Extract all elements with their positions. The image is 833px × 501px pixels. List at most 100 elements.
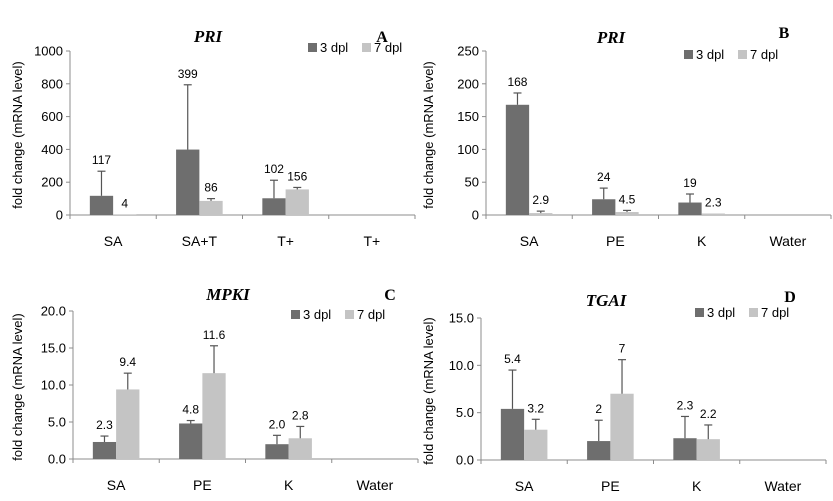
legend-label: 3 dpl <box>707 305 735 320</box>
data-label: 2 <box>595 402 602 416</box>
panel-letter: D <box>784 289 796 306</box>
y-tick-label: 0.0 <box>48 452 66 467</box>
bar <box>265 444 289 459</box>
data-label: 399 <box>178 67 198 81</box>
bar <box>199 200 223 215</box>
data-label: 2.3 <box>96 418 113 432</box>
y-axis-label: fold change (mRNA level) <box>421 317 436 464</box>
legend-label: 3 dpl <box>303 307 331 322</box>
data-label: 156 <box>287 169 307 183</box>
y-tick-label: 10.0 <box>449 358 474 373</box>
y-tick-label: 20.0 <box>41 304 66 319</box>
y-tick-label: 15.0 <box>449 311 474 326</box>
x-tick-label: Water <box>356 477 393 493</box>
data-label: 7 <box>619 342 626 356</box>
y-tick-label: 0.0 <box>456 453 474 468</box>
legend-swatch <box>308 43 317 52</box>
bar <box>673 438 697 460</box>
data-label: 117 <box>92 153 111 167</box>
data-label: 9.4 <box>119 355 136 369</box>
y-tick-label: 1000 <box>34 44 63 59</box>
legend-swatch <box>738 50 747 59</box>
bar <box>592 199 616 215</box>
bar <box>285 189 309 215</box>
chart-title: PRI <box>193 27 224 46</box>
bar <box>696 439 720 460</box>
legend-label: 3 dpl <box>696 47 724 62</box>
y-tick-label: 0 <box>472 208 479 223</box>
x-tick-label: SA+T <box>182 233 218 249</box>
x-tick-label: SA <box>515 478 534 494</box>
data-label: 4 <box>121 196 128 210</box>
data-label: 4.5 <box>619 192 636 206</box>
y-axis-label: fold change (mRNA level) <box>10 313 25 460</box>
bar <box>179 423 203 459</box>
x-tick-label: PE <box>193 477 212 493</box>
x-tick-label: PE <box>601 478 620 494</box>
bar <box>113 214 137 215</box>
x-tick-label: SA <box>520 233 539 249</box>
panel-letter: C <box>384 287 396 304</box>
data-label: 2.0 <box>269 417 286 431</box>
y-tick-label: 5.0 <box>456 405 474 420</box>
y-tick-label: 50 <box>465 175 479 190</box>
data-label: 4.8 <box>182 403 199 417</box>
bar <box>500 408 525 460</box>
data-label: 2.9 <box>532 193 549 207</box>
y-tick-label: 10.0 <box>41 378 66 393</box>
bar <box>610 393 634 460</box>
y-tick-label: 250 <box>457 44 479 59</box>
x-tick-label: SA <box>104 233 123 249</box>
y-tick-label: 150 <box>457 109 479 124</box>
bar <box>92 441 117 459</box>
bar <box>615 212 639 215</box>
data-label: 3.2 <box>527 401 544 415</box>
data-label: 2.8 <box>292 408 309 422</box>
x-tick-label: Water <box>764 478 801 494</box>
bar <box>529 213 553 215</box>
x-tick-label: PE <box>606 233 625 249</box>
y-tick-label: 200 <box>457 76 479 91</box>
chart-panel-c: 0.0 5.0 10.0 15.0 20.0 SA PE K Water 2.3 4.8 2.0 9.4… <box>10 285 419 493</box>
data-label: 24 <box>597 170 611 184</box>
legend-swatch <box>345 310 354 319</box>
data-label: 102 <box>264 162 284 176</box>
bar <box>524 429 548 460</box>
bar <box>678 202 702 215</box>
data-label: 2.2 <box>700 407 717 421</box>
x-tick-label: Water <box>769 233 806 249</box>
legend-label: 7 dpl <box>750 47 778 62</box>
bar <box>176 149 200 215</box>
data-label: 19 <box>683 176 697 190</box>
legend-label: 7 dpl <box>761 305 789 320</box>
y-axis-label: fold change (mRNA level) <box>10 61 25 208</box>
y-tick-label: 600 <box>41 109 63 124</box>
legend-swatch <box>749 308 758 317</box>
data-label: 2.3 <box>677 398 694 412</box>
x-tick-label: K <box>284 477 294 493</box>
y-tick-label: 15.0 <box>41 341 66 356</box>
y-axis-label: fold change (mRNA level) <box>421 61 436 208</box>
legend-swatch <box>362 43 371 52</box>
data-label: 2.3 <box>705 195 722 209</box>
bar <box>701 213 725 215</box>
bar <box>505 104 530 215</box>
bar <box>288 438 312 459</box>
legend-label: 7 dpl <box>374 40 402 55</box>
chart-panel-b: 0 50 100 150 200 250 SA PE K Water 168 24 19 2.9 4.5 2.… <box>421 25 832 249</box>
chart-title: MPKI <box>205 285 251 304</box>
legend-swatch <box>291 310 300 319</box>
y-tick-label: 5.0 <box>48 415 66 430</box>
panel-letter: B <box>779 25 790 42</box>
y-tick-label: 400 <box>41 142 63 157</box>
bar <box>202 373 226 459</box>
chart-title: TGAI <box>586 291 628 310</box>
chart-panel-d: 0.0 5.0 10.0 15.0 SA PE K Water 5.4 2 2.3 3.2 7 2.2 TG… <box>421 289 827 494</box>
data-label: 86 <box>204 181 218 195</box>
data-label: 11.6 <box>203 328 226 342</box>
x-tick-label: T+ <box>277 233 294 249</box>
legend-label: 3 dpl <box>320 40 348 55</box>
panel-letter: A <box>376 29 388 46</box>
x-tick-label: T+ <box>364 233 381 249</box>
